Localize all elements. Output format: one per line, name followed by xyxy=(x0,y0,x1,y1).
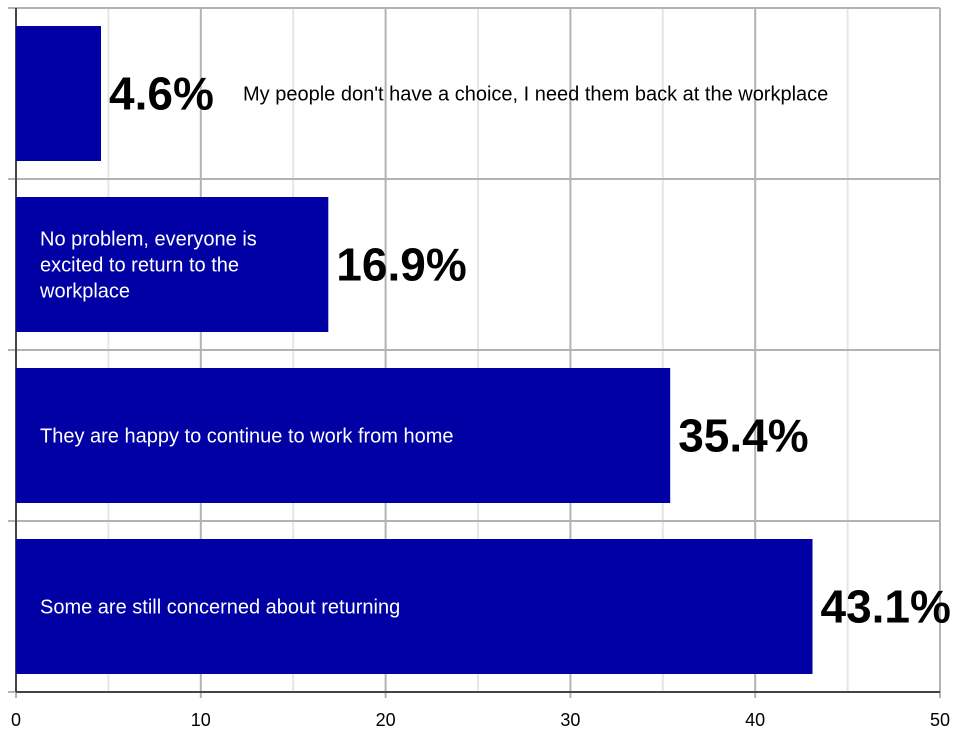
value-label: 43.1% xyxy=(820,581,950,633)
x-tick-label: 0 xyxy=(11,710,21,729)
x-tick-label: 30 xyxy=(560,710,580,729)
bar-category-label: workplace xyxy=(39,281,130,303)
bar-category-label: excited to return to the xyxy=(40,255,239,277)
value-label: 4.6% xyxy=(109,68,214,120)
value-label: 16.9% xyxy=(336,239,466,291)
bar-category-label: My people don't have a choice, I need th… xyxy=(243,84,828,106)
bar xyxy=(16,368,671,503)
bar-category-label: They are happy to continue to work from … xyxy=(40,426,454,448)
bar xyxy=(16,197,329,332)
x-tick-label: 10 xyxy=(191,710,211,729)
x-tick-label: 50 xyxy=(930,710,950,729)
value-label: 35.4% xyxy=(678,410,808,462)
x-tick-label: 20 xyxy=(376,710,396,729)
bar xyxy=(16,26,102,161)
bar-category-label: No problem, everyone is xyxy=(40,229,257,251)
bar-category-label: Some are still concerned about returning xyxy=(40,597,400,619)
bar xyxy=(16,539,813,674)
x-tick-label: 40 xyxy=(745,710,765,729)
